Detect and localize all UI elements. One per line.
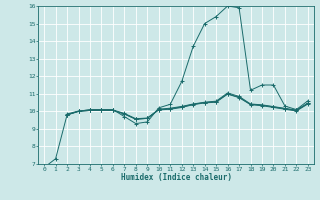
X-axis label: Humidex (Indice chaleur): Humidex (Indice chaleur) (121, 173, 231, 182)
